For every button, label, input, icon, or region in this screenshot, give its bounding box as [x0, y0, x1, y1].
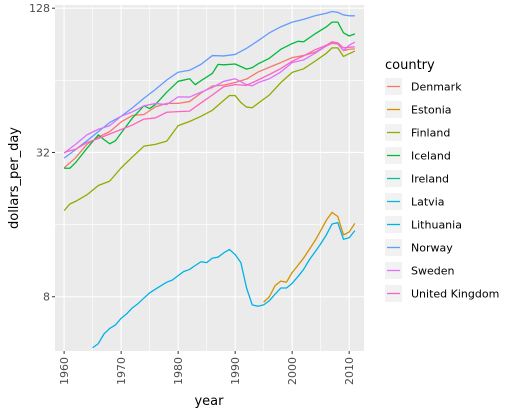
legend-items: Denmark Estonia Finland Iceland Ireland Latvi… — [385, 78, 499, 302]
x-axis: 1960 1970 1980 1990 2000 2010 — [58, 351, 356, 385]
legend: country Denmark Estonia Finland Iceland Irel… — [385, 58, 499, 302]
legend-label: Latvia — [411, 196, 445, 209]
legend-item-lithuania: Lithuania — [385, 216, 462, 233]
legend-item-estonia: Estonia — [385, 101, 452, 118]
y-axis: 8 32 128 — [29, 2, 55, 304]
plot-panel — [55, 5, 364, 351]
x-tick-label: 1960 — [58, 357, 71, 385]
legend-label: Iceland — [411, 150, 451, 163]
legend-item-latvia: Latvia — [385, 193, 445, 210]
y-tick-label: 8 — [43, 291, 50, 304]
y-tick-label: 128 — [29, 2, 50, 15]
legend-label: Lithuania — [411, 219, 462, 232]
series-lines — [63, 10, 356, 349]
legend-item-ireland: Ireland — [385, 170, 449, 187]
x-tick-label: 1980 — [172, 357, 185, 385]
y-axis-title: dollars_per_day — [7, 127, 22, 229]
x-tick-label: 1990 — [229, 357, 242, 385]
legend-label: Norway — [411, 242, 453, 255]
legend-label: Estonia — [411, 104, 452, 117]
legend-label: United Kingdom — [411, 288, 499, 301]
x-tick-label: 1970 — [115, 357, 128, 385]
series-line-lithuania — [92, 222, 356, 349]
legend-title: country — [385, 58, 435, 73]
series-line-united-kingdom — [63, 41, 355, 154]
legend-item-norway: Norway — [385, 239, 453, 256]
y-tick-label: 32 — [36, 146, 50, 159]
legend-item-iceland: Iceland — [385, 147, 451, 164]
x-tick-label: 2010 — [343, 357, 356, 385]
x-axis-title: year — [194, 394, 224, 409]
series-line-finland — [63, 47, 356, 212]
series-line-norway — [63, 10, 355, 159]
legend-label: Finland — [411, 127, 450, 140]
legend-label: Ireland — [411, 173, 449, 186]
minor-gridlines — [55, 5, 364, 351]
series-line-estonia — [263, 211, 356, 303]
legend-item-denmark: Denmark — [385, 78, 462, 95]
series-line-iceland — [64, 21, 356, 169]
x-tick-label: 2000 — [286, 357, 299, 385]
legend-item-finland: Finland — [385, 124, 450, 141]
legend-label: Sweden — [411, 265, 454, 278]
legend-label: Denmark — [411, 81, 462, 94]
legend-item-united-kingdom: United Kingdom — [385, 285, 499, 302]
legend-item-sweden: Sweden — [385, 262, 454, 279]
